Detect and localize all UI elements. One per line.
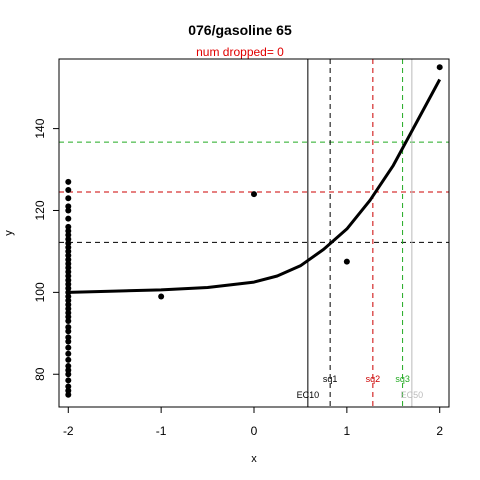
data-point: [158, 293, 165, 300]
data-point: [65, 356, 72, 363]
vline-label-ec10: EC10: [297, 390, 320, 400]
y-tick-label: 120: [33, 200, 47, 220]
data-point: [65, 215, 72, 222]
vline-label-sq3: sq3: [395, 374, 410, 384]
y-axis-label: y: [3, 230, 15, 236]
data-point: [65, 203, 72, 210]
data-point: [65, 350, 72, 357]
fit-curve: [68, 78, 442, 294]
x-tick-label: 1: [344, 424, 351, 438]
chart-subtitle: num dropped= 0: [196, 45, 284, 59]
data-point: [65, 344, 72, 351]
data-point: [65, 195, 72, 202]
data-point: [343, 258, 350, 265]
y-tick-label: 140: [33, 118, 47, 138]
data-point: [65, 377, 72, 384]
data-point: [65, 223, 72, 230]
x-tick-label: -2: [63, 424, 74, 438]
data-point: [65, 324, 72, 331]
chart-title: 076/gasoline 65: [188, 22, 292, 38]
x-tick-label: -1: [156, 424, 167, 438]
y-tick-label: 100: [33, 282, 47, 302]
x-tick-label: 2: [436, 424, 443, 438]
data-point: [436, 64, 443, 71]
data-point: [65, 334, 72, 341]
data-point: [251, 191, 257, 198]
vline-label-ec50: EC50: [401, 390, 424, 400]
data-point: [65, 178, 72, 185]
data-point: [65, 383, 72, 390]
data-point: [65, 187, 72, 194]
data-point: [65, 363, 72, 370]
vline-label-sq2: sq2: [366, 374, 381, 384]
x-tick-label: 0: [251, 424, 258, 438]
plot-frame: [58, 58, 450, 408]
x-axis-label: x: [251, 453, 257, 465]
y-tick-label: 80: [33, 367, 47, 381]
vline-label-sq1: sq1: [323, 374, 338, 384]
